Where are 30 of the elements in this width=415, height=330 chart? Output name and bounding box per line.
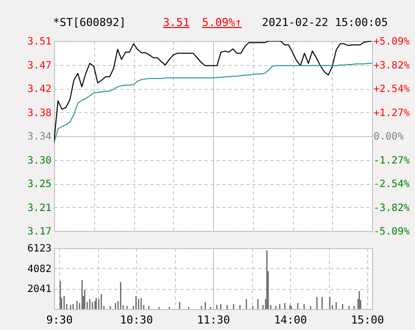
y2-tick-label: -5.09% [374,226,410,238]
y2-tick-label: +5.09% [374,36,410,48]
y-tick-label: 3.51 [27,36,52,48]
y2-tick-label: +1.27% [374,108,410,119]
y2-tick-label: -1.27% [374,155,410,166]
y-tick-label: 3.30 [27,155,52,166]
y-tick-label: 3.17 [27,226,52,238]
y-tick-label: 3.25 [27,179,52,190]
x-tick-label: 14:00 [274,314,308,326]
x-tick-label: 10:30 [120,314,154,326]
text: 5.09%↑ [202,16,242,29]
text: 2021-02-22 15:00:05 [262,16,388,29]
y2-tick-label: -2.54% [374,179,410,190]
y2-tick-label: -3.82% [374,202,410,214]
y2-tick-label: +2.54% [374,84,410,95]
y-tick-label: 6123 [27,244,52,254]
y-tick-label: 3.47 [27,60,52,72]
x-tick-label: 11:30 [196,314,230,326]
x-tick-label: 15:00 [350,314,384,326]
y-tick-label: 3.21 [27,202,52,214]
y-tick-label: 4082 [27,264,52,275]
chart-title: *ST[600892] [53,16,126,29]
y-tick-label: 3.42 [27,84,52,95]
y-tick-label: 3.38 [27,108,52,119]
text: 3.51 [163,16,190,29]
y2-tick-label: +3.82% [374,60,410,72]
y-tick-label: 3.34 [27,132,52,142]
y2-tick-label: 0.00% [374,132,404,142]
x-tick-label: 9:30 [46,314,73,326]
y-tick-label: 2041 [27,284,52,296]
